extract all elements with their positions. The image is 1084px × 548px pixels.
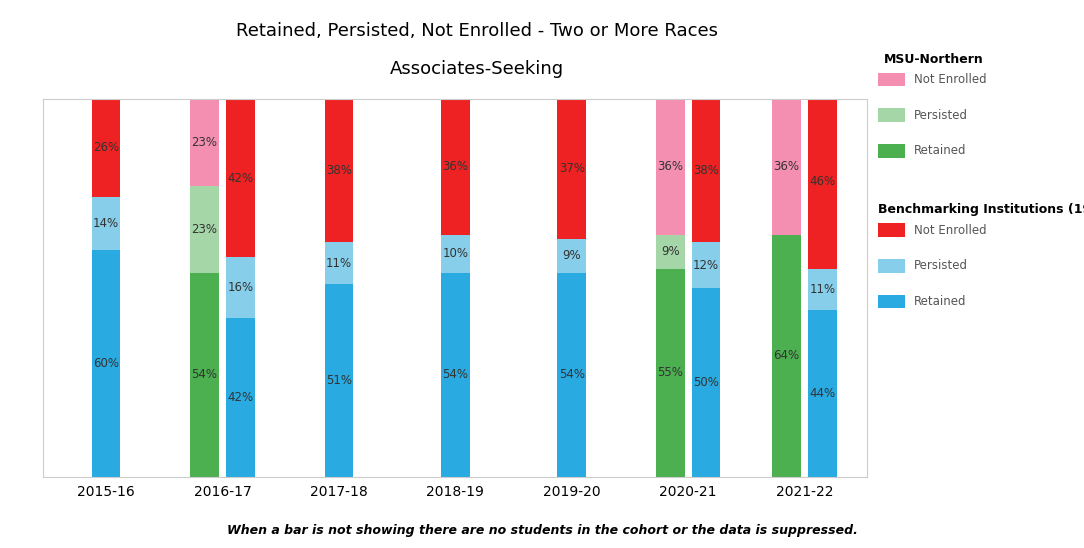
Text: 12%: 12% bbox=[693, 259, 719, 271]
Text: 42%: 42% bbox=[228, 172, 254, 185]
Bar bbox=[190, 272, 219, 477]
Text: 9%: 9% bbox=[563, 249, 581, 262]
Text: 46%: 46% bbox=[810, 175, 836, 189]
Text: 16%: 16% bbox=[228, 281, 254, 294]
Text: Retained: Retained bbox=[914, 295, 966, 308]
Text: 11%: 11% bbox=[810, 283, 836, 296]
Bar bbox=[227, 258, 255, 318]
Text: 14%: 14% bbox=[93, 217, 119, 230]
Text: Not Enrolled: Not Enrolled bbox=[914, 224, 986, 237]
Bar bbox=[441, 272, 469, 477]
Text: 42%: 42% bbox=[228, 391, 254, 404]
Text: 54%: 54% bbox=[192, 368, 218, 381]
Bar bbox=[692, 99, 721, 242]
Text: Not Enrolled: Not Enrolled bbox=[914, 73, 986, 86]
Text: Retained, Persisted, Not Enrolled - Two or More Races: Retained, Persisted, Not Enrolled - Two … bbox=[236, 22, 718, 40]
Bar bbox=[772, 235, 801, 477]
Text: 54%: 54% bbox=[558, 368, 584, 381]
Bar bbox=[324, 99, 353, 242]
Bar bbox=[92, 197, 120, 250]
Text: 54%: 54% bbox=[442, 368, 468, 381]
Bar bbox=[441, 235, 469, 272]
Text: 55%: 55% bbox=[657, 366, 683, 379]
Bar bbox=[557, 272, 586, 477]
Bar bbox=[441, 99, 469, 235]
Text: 50%: 50% bbox=[693, 376, 719, 389]
Text: 10%: 10% bbox=[442, 247, 468, 260]
Text: 36%: 36% bbox=[657, 160, 683, 173]
Bar bbox=[772, 99, 801, 235]
Text: 36%: 36% bbox=[442, 160, 468, 173]
Bar bbox=[656, 235, 684, 269]
Text: 11%: 11% bbox=[326, 256, 352, 270]
Bar bbox=[92, 250, 120, 477]
Text: Retained: Retained bbox=[914, 144, 966, 157]
Bar bbox=[190, 186, 219, 272]
Bar bbox=[692, 288, 721, 477]
Text: 37%: 37% bbox=[558, 162, 584, 175]
Bar bbox=[656, 99, 684, 235]
Text: 26%: 26% bbox=[93, 141, 119, 155]
Bar bbox=[692, 242, 721, 288]
Text: MSU-Northern: MSU-Northern bbox=[883, 53, 983, 66]
Text: When a bar is not showing there are no students in the cohort or the data is sup: When a bar is not showing there are no s… bbox=[227, 524, 857, 537]
Text: Persisted: Persisted bbox=[914, 109, 968, 122]
Bar bbox=[656, 269, 684, 477]
Text: 38%: 38% bbox=[693, 164, 719, 177]
Text: 36%: 36% bbox=[774, 160, 800, 173]
Text: Persisted: Persisted bbox=[914, 259, 968, 272]
Bar bbox=[227, 318, 255, 477]
Bar bbox=[324, 284, 353, 477]
Bar bbox=[324, 242, 353, 284]
Text: Associates-Seeking: Associates-Seeking bbox=[390, 60, 564, 78]
Bar bbox=[808, 95, 837, 269]
Bar bbox=[808, 310, 837, 477]
Text: 44%: 44% bbox=[810, 387, 836, 400]
Text: Benchmarking Institutions (19): Benchmarking Institutions (19) bbox=[878, 203, 1084, 216]
Text: 23%: 23% bbox=[192, 222, 218, 236]
Bar bbox=[557, 99, 586, 238]
Text: 64%: 64% bbox=[774, 349, 800, 362]
Bar bbox=[808, 269, 837, 310]
Bar bbox=[227, 99, 255, 258]
Text: 9%: 9% bbox=[661, 246, 680, 258]
Text: 23%: 23% bbox=[192, 135, 218, 149]
Bar bbox=[557, 238, 586, 272]
Text: 38%: 38% bbox=[326, 164, 352, 177]
Bar bbox=[92, 99, 120, 197]
Text: 60%: 60% bbox=[93, 357, 119, 370]
Text: 51%: 51% bbox=[326, 374, 352, 387]
Bar bbox=[190, 99, 219, 186]
